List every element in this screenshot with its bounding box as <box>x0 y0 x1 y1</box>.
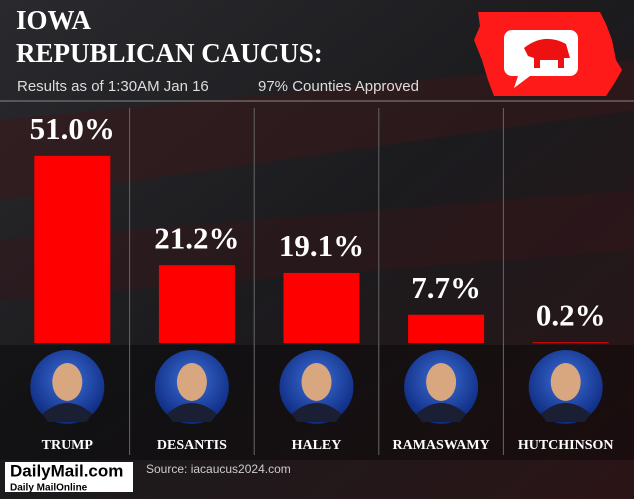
category-label: TRUMP <box>42 438 94 453</box>
portrait-head <box>301 363 332 401</box>
value-label: 51.0% <box>30 111 115 146</box>
subtitle: Results as of 1:30AM Jan 16 <box>17 78 209 95</box>
portrait-suit <box>540 403 591 422</box>
value-label: 21.2% <box>154 220 239 255</box>
chart-title: REPUBLICAN CAUCUS: <box>16 38 323 68</box>
portrait-suit <box>166 403 217 422</box>
source: Source: iacaucus2024.com <box>146 462 291 476</box>
bar <box>283 272 360 343</box>
value-label: 19.1% <box>279 228 364 263</box>
portrait-head <box>52 363 83 401</box>
header-rule <box>0 100 634 102</box>
logo-box <box>5 462 133 492</box>
bar <box>34 155 111 343</box>
portrait-suit <box>291 403 342 422</box>
flag-stripe <box>0 190 634 300</box>
portrait-head <box>426 363 457 401</box>
chart-title: IOWA <box>16 5 92 35</box>
portrait-suit <box>416 403 467 422</box>
bar <box>408 314 485 343</box>
logo-tagline: Daily MailOnline <box>10 483 88 494</box>
portrait-head <box>176 363 207 401</box>
note: 97% Counties Approved <box>258 78 419 95</box>
bar <box>158 265 235 343</box>
category-label: RAMASWAMY <box>392 438 489 453</box>
category-label: HALEY <box>292 438 342 453</box>
elephant-icon <box>524 38 570 68</box>
value-label: 0.2% <box>536 297 606 332</box>
category-label: HUTCHINSON <box>518 438 614 453</box>
flag-stripe <box>0 60 634 200</box>
logo: DailyMail.com <box>10 461 123 480</box>
portrait-suit <box>42 403 93 422</box>
value-label: 7.7% <box>411 270 481 305</box>
category-label: DESANTIS <box>157 438 227 453</box>
portrait-head <box>550 363 581 401</box>
bar <box>532 342 609 344</box>
